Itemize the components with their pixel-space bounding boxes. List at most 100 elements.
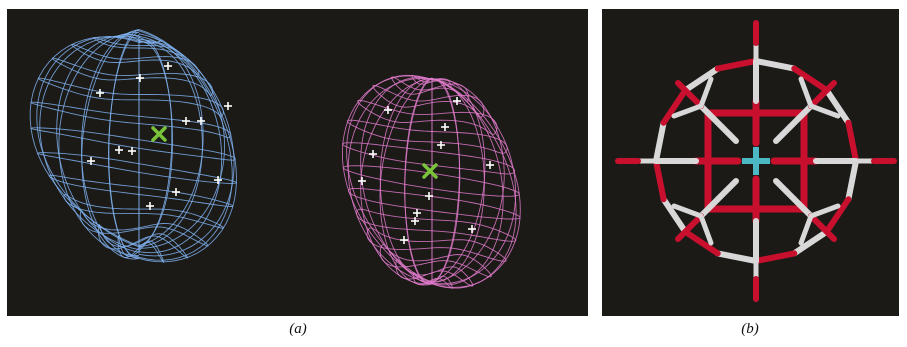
plus-marker	[136, 74, 144, 82]
plus-marker	[441, 123, 449, 131]
plus-marker	[224, 102, 232, 110]
plus-marker	[214, 176, 222, 184]
bond-stick	[753, 250, 798, 264]
bond-stick	[791, 228, 830, 257]
centroid-cross	[151, 126, 167, 142]
plus-marker	[182, 117, 190, 125]
bond-stick	[660, 87, 689, 126]
plus-marker	[425, 192, 433, 200]
wire-longitude	[379, 77, 433, 286]
bond-stick	[671, 203, 704, 219]
wire-longitude	[108, 29, 140, 259]
plus-marker	[453, 97, 461, 105]
wire-latitude	[30, 127, 236, 161]
caption-b: (b)	[741, 321, 759, 337]
bond-stick	[798, 213, 814, 246]
bond-stick	[808, 103, 841, 119]
wire-longitude	[138, 30, 233, 261]
wire-longitude	[431, 78, 517, 285]
bond-stick	[682, 228, 721, 257]
bond-stick	[682, 65, 721, 94]
bond-stick	[823, 196, 852, 235]
bond-stick	[698, 178, 739, 219]
bond-stick	[653, 158, 667, 203]
caption-a: (a)	[289, 321, 307, 337]
bond-sticks	[615, 20, 897, 302]
wire-longitude	[404, 78, 433, 285]
bond-stick	[714, 58, 759, 72]
bond-stick	[808, 203, 841, 219]
plus-marker	[96, 89, 104, 97]
plus-marker	[128, 147, 136, 155]
centroid-markers	[151, 126, 438, 179]
wire-longitude	[431, 79, 485, 283]
wire-longitude	[360, 77, 433, 285]
bond-stick	[753, 58, 798, 72]
magenta-density-cloud	[341, 74, 521, 289]
wire-longitude	[138, 35, 223, 254]
wire-longitude	[36, 36, 140, 248]
wire-longitude	[360, 77, 433, 284]
plus-marker	[384, 106, 392, 114]
bond-stick	[808, 213, 837, 242]
bond-stick	[773, 103, 814, 144]
plus-marker	[413, 209, 421, 217]
bond-stick	[660, 196, 689, 235]
bond-stick	[791, 65, 830, 94]
electron-density-wireframes	[29, 28, 521, 289]
wire-longitude	[81, 28, 140, 260]
bond-stick	[845, 158, 859, 203]
bond-stick	[845, 119, 859, 164]
bond-stick	[698, 213, 714, 246]
plus-marker	[172, 188, 180, 196]
blue-density-cloud	[29, 28, 237, 264]
bond-stick	[675, 213, 704, 242]
bond-stick	[773, 178, 814, 219]
wire-latitude	[48, 174, 234, 207]
plus-marker	[197, 117, 205, 125]
wire-longitude	[431, 79, 461, 283]
central-metal-atom	[742, 147, 770, 175]
wire-longitude	[138, 29, 237, 263]
wire-longitude	[138, 39, 173, 249]
centroid-cross	[422, 163, 438, 179]
panel-a-density-maps	[7, 9, 588, 316]
bond-stick	[714, 250, 759, 264]
wire-longitude	[404, 77, 433, 285]
wire-longitude	[138, 41, 204, 246]
wire-longitude	[81, 30, 140, 258]
plus-marker	[437, 141, 445, 149]
atom-position-markers	[87, 62, 494, 244]
plus-marker	[164, 62, 172, 70]
wire-latitude	[347, 187, 521, 220]
plus-marker	[400, 236, 408, 244]
plus-marker	[411, 217, 419, 225]
plus-marker	[369, 150, 377, 158]
bond-stick	[698, 76, 714, 109]
wire-longitude	[431, 78, 505, 283]
molecular-stick-model	[615, 20, 897, 302]
wire-longitude	[56, 34, 140, 253]
bond-stick	[808, 80, 837, 109]
plus-marker	[358, 177, 366, 185]
wire-longitude	[431, 77, 517, 289]
wire-latitude	[346, 119, 508, 154]
wire-longitude	[39, 36, 140, 251]
plus-marker	[115, 146, 123, 154]
plus-marker	[87, 157, 95, 165]
bond-stick	[823, 87, 852, 126]
panel-b-cluster-model	[602, 9, 899, 316]
wire-longitude	[58, 31, 140, 257]
bond-stick	[671, 103, 704, 119]
bond-stick	[698, 103, 739, 144]
wire-longitude	[138, 33, 235, 257]
wire-longitude	[431, 78, 460, 283]
bond-stick	[653, 119, 667, 164]
wire-longitude	[347, 78, 433, 284]
plus-marker	[146, 202, 154, 210]
plus-marker	[486, 161, 494, 169]
wire-longitude	[431, 78, 504, 286]
bond-stick	[675, 80, 704, 109]
plus-marker	[468, 225, 476, 233]
bond-stick	[798, 76, 814, 109]
